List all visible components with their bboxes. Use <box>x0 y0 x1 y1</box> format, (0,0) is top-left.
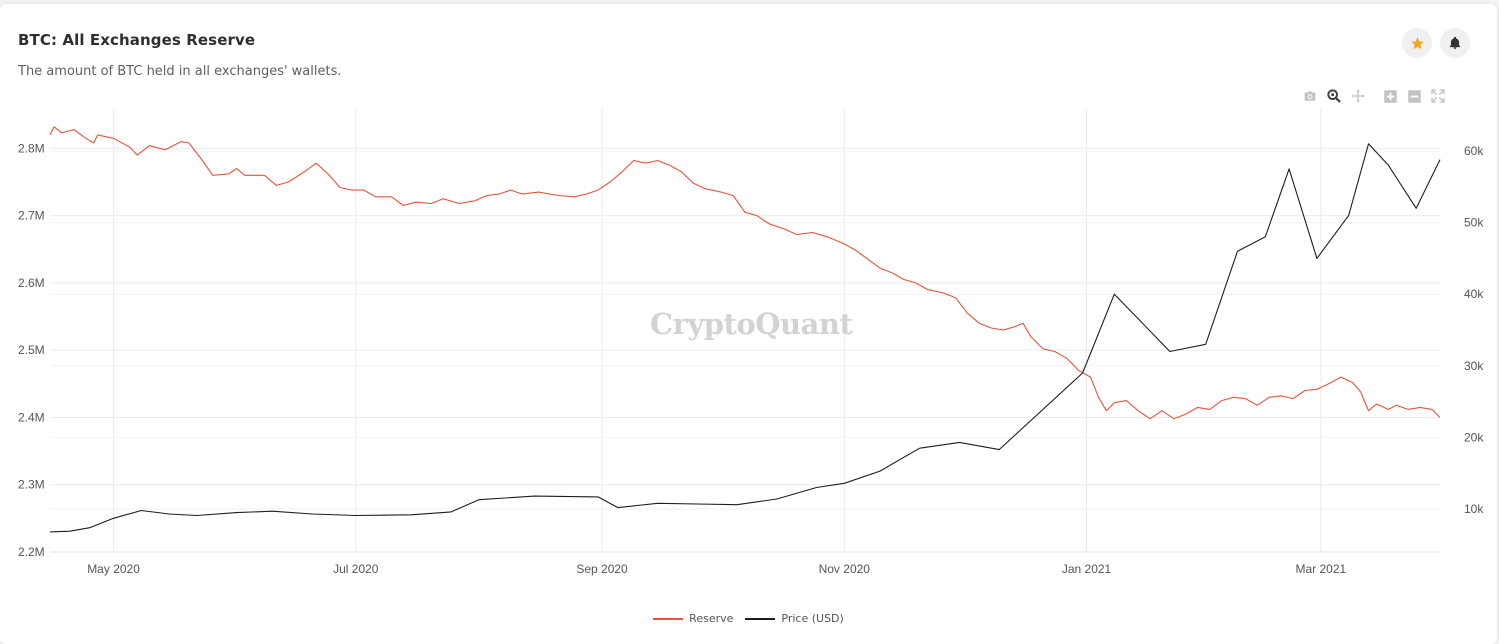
y-left-tick-label: 2.3M <box>18 478 45 492</box>
legend-label-price: Price (USD) <box>781 612 844 625</box>
x-tick-label: May 2020 <box>87 562 140 576</box>
y-left-tick-label: 2.8M <box>18 141 45 155</box>
legend-item-reserve[interactable]: Reserve <box>653 612 733 625</box>
chart-toolbar <box>1300 86 1452 106</box>
y-left-tick-label: 2.7M <box>18 209 45 223</box>
x-tick-label: Mar 2021 <box>1296 562 1347 576</box>
y-right-tick-label: 10k <box>1464 502 1484 516</box>
x-tick-label: Jan 2021 <box>1062 562 1112 576</box>
star-icon <box>1410 36 1424 49</box>
favorite-button[interactable] <box>1402 28 1432 58</box>
legend-swatch-price <box>745 617 776 620</box>
y-left-tick-label: 2.5M <box>18 343 45 357</box>
y-right-tick-label: 50k <box>1464 216 1484 230</box>
alert-button[interactable] <box>1440 28 1470 58</box>
watermark-logo: CryptoQuant <box>650 307 853 341</box>
camera-icon[interactable] <box>1300 86 1320 106</box>
series-line-price <box>49 143 1441 533</box>
legend-label-reserve: Reserve <box>689 612 734 625</box>
chart-card: BTC: All Exchanges Reserve The amount of… <box>0 4 1497 644</box>
x-tick-label: Jul 2020 <box>333 562 379 576</box>
exchange-reserve-chart[interactable]: May 2020 Jul 2020 Sep 2020 Nov 2020 Jan 2021… <box>0 4 1497 604</box>
legend-swatch-reserve <box>653 617 684 620</box>
zoom-in-icon[interactable] <box>1380 86 1400 106</box>
chart-subtitle: The amount of BTC held in all exchanges'… <box>18 64 342 79</box>
pan-icon[interactable] <box>1348 86 1368 106</box>
y-right-tick-label: 40k <box>1464 287 1484 301</box>
y-left-tick-label: 2.2M <box>18 545 45 559</box>
series-line-reserve <box>49 126 1441 420</box>
chart-legend: Reserve Price (USD) <box>0 612 1497 625</box>
y-right-tick-label: 30k <box>1464 359 1484 373</box>
x-tick-label: Sep 2020 <box>576 562 628 576</box>
zoom-out-icon[interactable] <box>1404 86 1424 106</box>
y-right-tick-label: 20k <box>1464 430 1484 444</box>
x-tick-label: Nov 2020 <box>819 562 871 576</box>
zoom-icon[interactable] <box>1324 86 1344 106</box>
y-left-tick-label: 2.4M <box>18 410 45 424</box>
bell-icon <box>1449 36 1461 49</box>
legend-item-price[interactable]: Price (USD) <box>745 612 844 625</box>
autoscale-icon[interactable] <box>1428 86 1448 106</box>
chart-title: BTC: All Exchanges Reserve <box>18 31 256 49</box>
y-left-tick-label: 2.6M <box>18 276 45 290</box>
y-right-tick-label: 60k <box>1464 144 1484 158</box>
